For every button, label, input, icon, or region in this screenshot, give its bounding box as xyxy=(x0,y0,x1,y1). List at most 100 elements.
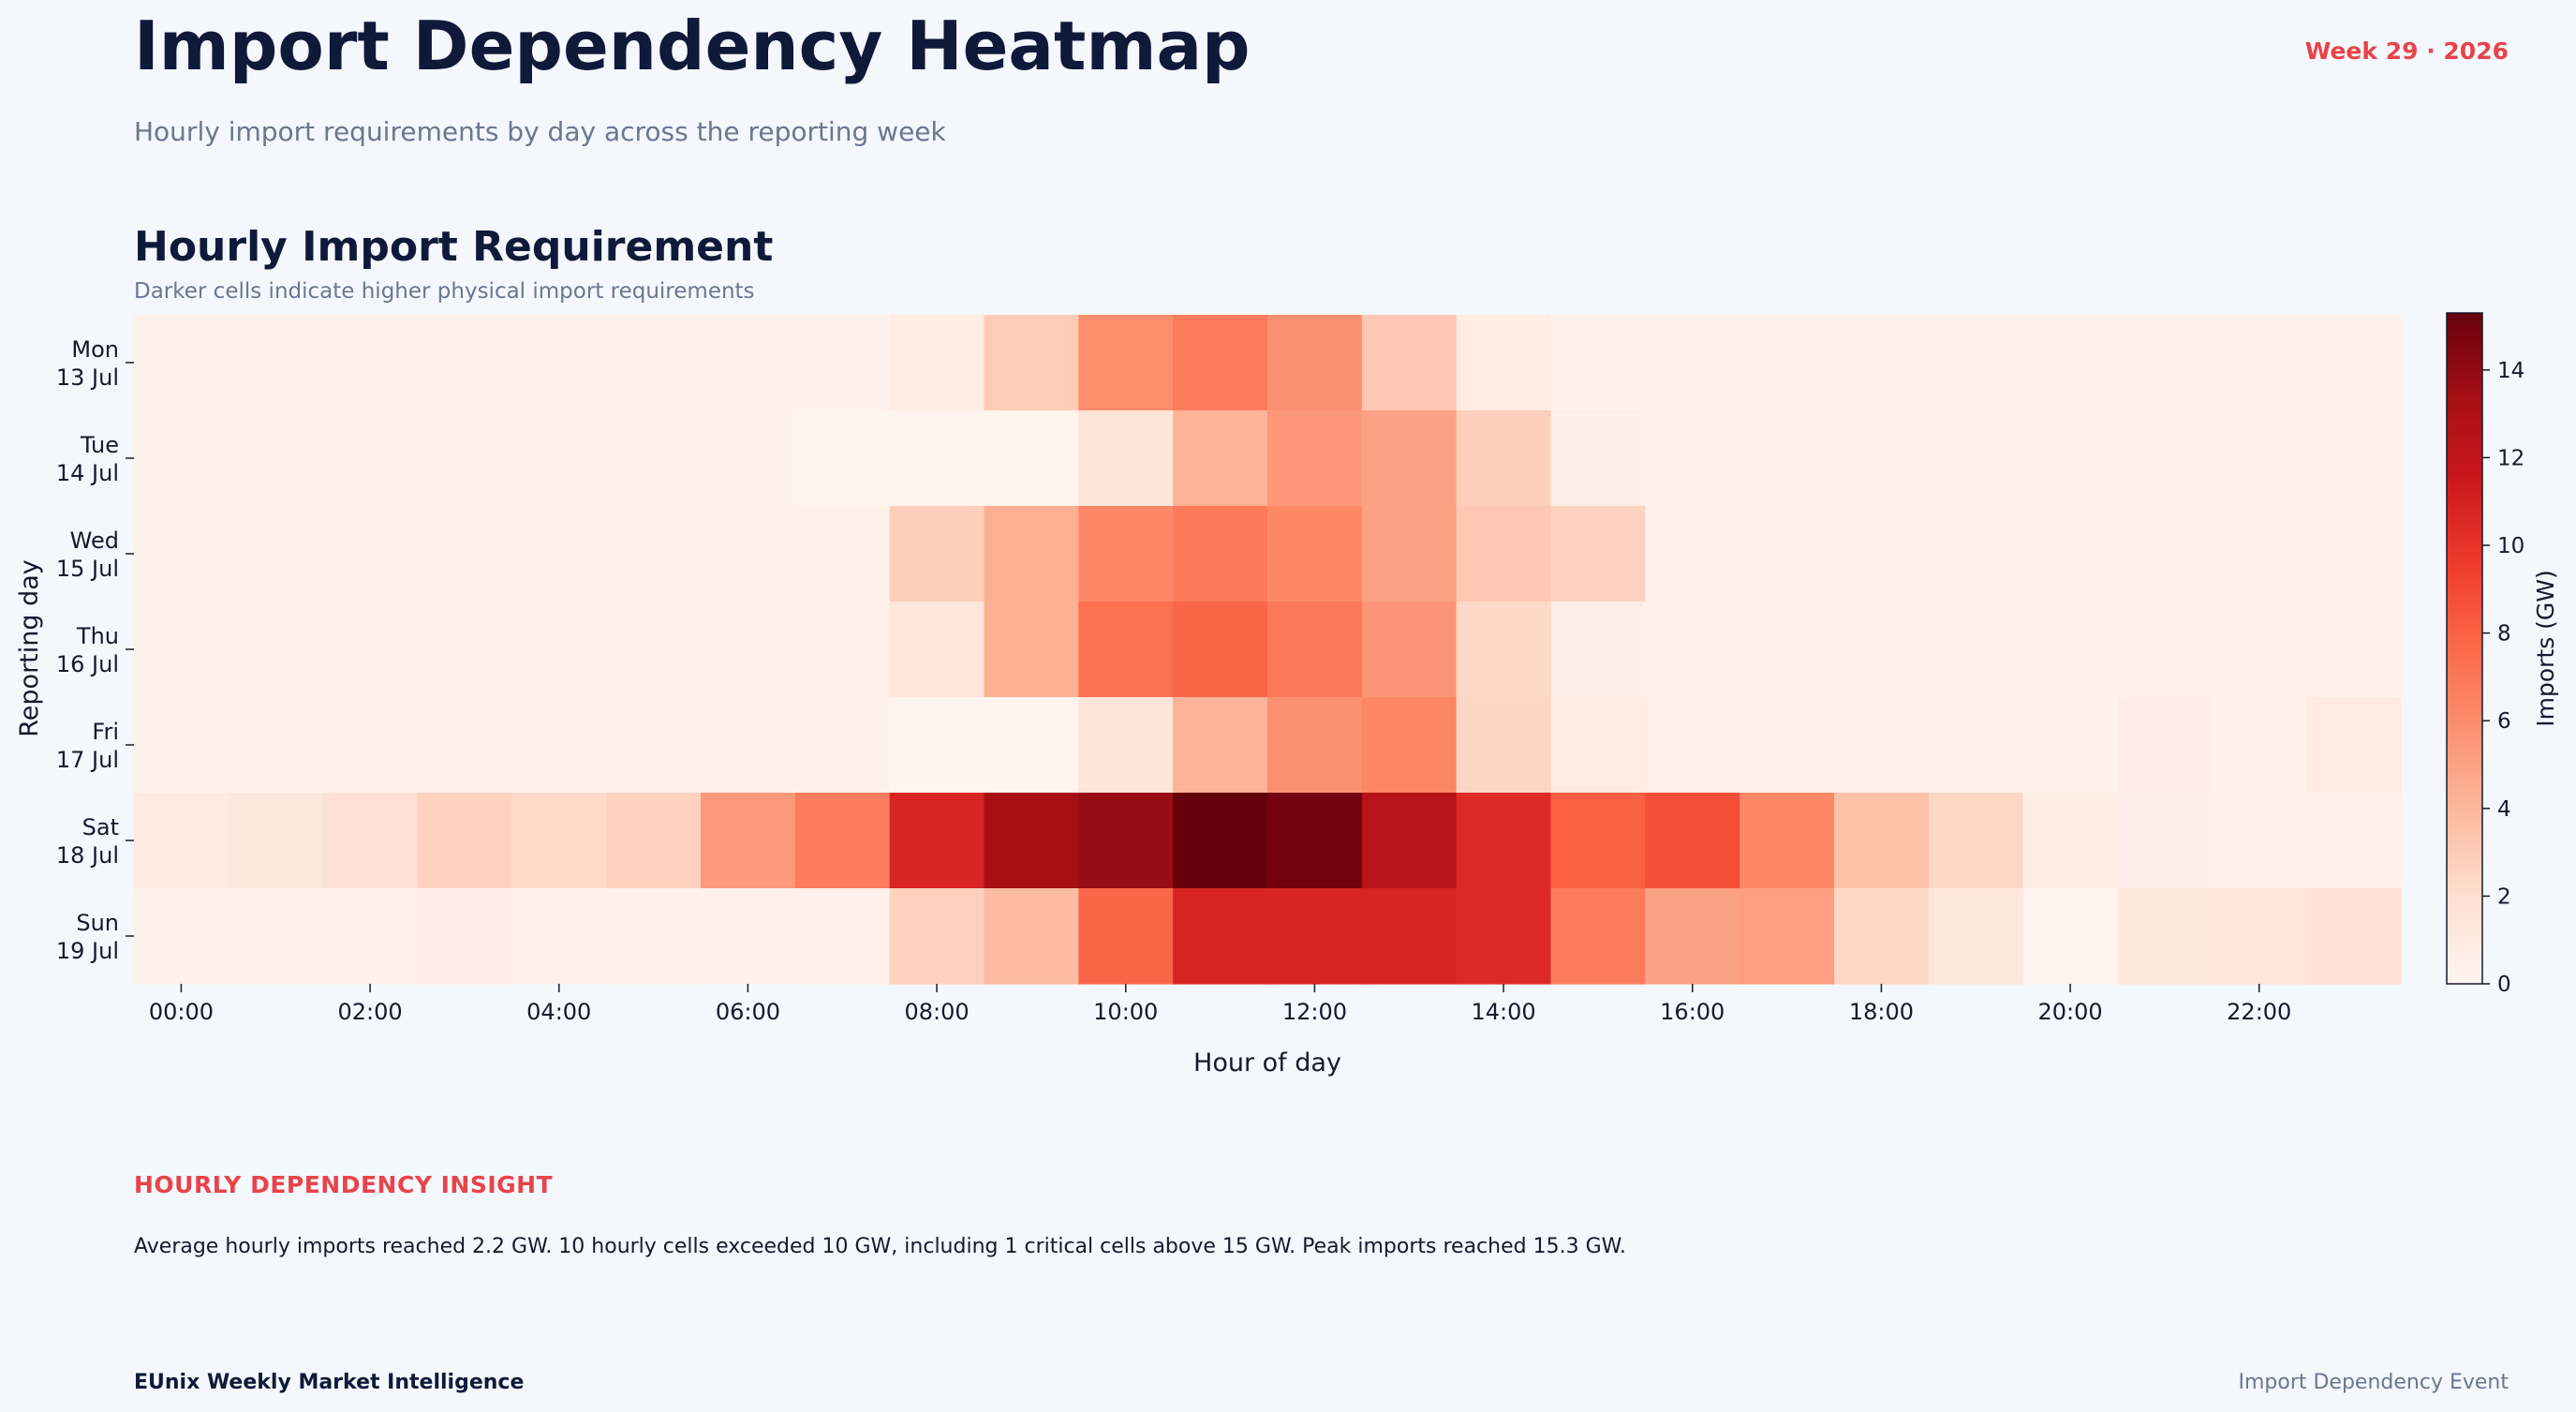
heatmap-cell xyxy=(2212,888,2307,985)
x-tick-label: 20:00 xyxy=(2037,999,2102,1025)
heatmap-cell xyxy=(1740,793,1835,889)
y-tick-label-date: 16 Jul xyxy=(56,651,119,677)
heatmap-cell xyxy=(417,410,512,507)
heatmap-cell xyxy=(1550,888,1646,985)
heatmap-cell xyxy=(511,602,607,698)
x-tick-label: 16:00 xyxy=(1660,999,1725,1025)
heatmap-cell xyxy=(2117,602,2213,698)
heatmap-cell xyxy=(1740,506,1835,602)
heatmap-cell xyxy=(2212,697,2307,794)
heatmap-cell xyxy=(1173,602,1268,698)
heatmap-cell xyxy=(1645,410,1740,507)
y-tick-label-day: Tue xyxy=(80,432,119,458)
heatmap-cell xyxy=(701,315,796,411)
heatmap-cell xyxy=(1456,506,1552,602)
heatmap-cell xyxy=(1078,410,1174,507)
colorbar-label: Imports (GW) xyxy=(2532,570,2559,727)
heatmap-cell xyxy=(1361,315,1458,411)
y-tick-label-date: 13 Jul xyxy=(56,364,119,391)
heatmap-cell xyxy=(417,602,512,698)
x-tick-label: 08:00 xyxy=(904,999,969,1025)
heatmap-cell xyxy=(1834,697,1930,794)
heatmap-cell xyxy=(606,793,702,889)
heatmap-cell xyxy=(1078,602,1174,698)
heatmap-cell xyxy=(1834,315,1930,411)
heatmap-cell xyxy=(322,315,419,411)
heatmap-cell xyxy=(984,697,1079,794)
heatmap-cell xyxy=(701,793,796,889)
heatmap-cell xyxy=(1550,506,1646,602)
heatmap-cell xyxy=(1740,410,1835,507)
heatmap-cell xyxy=(2117,888,2213,985)
y-tick-label-day: Mon xyxy=(71,336,119,363)
chart-subtitle: Darker cells indicate higher physical im… xyxy=(134,279,755,304)
heatmap-cell xyxy=(889,315,985,411)
heatmap-cell xyxy=(2212,506,2307,602)
heatmap-cell xyxy=(1173,410,1268,507)
y-tick-label-date: 17 Jul xyxy=(56,747,119,773)
heatmap-cell xyxy=(1645,793,1740,889)
heatmap-cell xyxy=(701,506,796,602)
heatmap-cell xyxy=(1078,793,1174,889)
colorbar: 0 2 4 6 8 10 12 14 xyxy=(2446,312,2524,997)
heatmap-cells xyxy=(134,315,2402,985)
heatmap-cell xyxy=(511,410,607,507)
footer-brand: EUnix Weekly Market Intelligence xyxy=(134,1371,525,1394)
heatmap-cell xyxy=(417,506,512,602)
heatmap-cell xyxy=(2022,602,2119,698)
heatmap-cell xyxy=(1928,315,2024,411)
heatmap-cell xyxy=(2022,697,2119,794)
chart-title: Hourly Import Requirement xyxy=(134,223,774,271)
heatmap-cell xyxy=(701,602,796,698)
heatmap-cell xyxy=(2212,602,2307,698)
heatmap-cell xyxy=(984,506,1079,602)
heatmap-cell xyxy=(2022,793,2119,889)
heatmap-cell xyxy=(417,697,512,794)
heatmap-cell xyxy=(228,410,324,507)
y-tick-label-date: 15 Jul xyxy=(56,556,119,582)
insight-title: HOURLY DEPENDENCY INSIGHT xyxy=(134,1171,554,1198)
heatmap-cell xyxy=(2212,315,2307,411)
page-subtitle: Hourly import requirements by day across… xyxy=(134,116,946,147)
heatmap-cell xyxy=(1740,697,1835,794)
heatmap-cell xyxy=(606,888,702,985)
heatmap-cell xyxy=(1267,410,1363,507)
heatmap-cell xyxy=(1928,506,2024,602)
heatmap-cell xyxy=(889,697,985,794)
heatmap-cell xyxy=(134,888,229,985)
heatmap-cell xyxy=(1267,697,1363,794)
heatmap-cell xyxy=(1645,315,1740,411)
heatmap-cell xyxy=(1267,793,1363,889)
heatmap-cell xyxy=(1928,888,2024,985)
heatmap-cell xyxy=(1361,888,1458,985)
heatmap-cell xyxy=(2306,506,2402,602)
x-tick-label: 22:00 xyxy=(2227,999,2291,1025)
heatmap-cell xyxy=(1456,410,1552,507)
heatmap-cell xyxy=(1173,315,1268,411)
heatmap-cell xyxy=(2306,410,2402,507)
x-tick-label: 02:00 xyxy=(337,999,402,1025)
heatmap-cell xyxy=(1456,315,1552,411)
heatmap-cell xyxy=(984,888,1079,985)
page-title: Import Dependency Heatmap xyxy=(134,7,1251,85)
heatmap-cell xyxy=(228,888,324,985)
heatmap-cell xyxy=(417,315,512,411)
heatmap-cell xyxy=(606,697,702,794)
heatmap-cell xyxy=(2306,888,2402,985)
heatmap-cell xyxy=(2117,697,2213,794)
heatmap-cell xyxy=(2212,793,2307,889)
heatmap-cell xyxy=(984,410,1079,507)
heatmap-cell xyxy=(511,793,607,889)
x-axis: 00:00 02:00 04:00 06:00 08:00 10:00 12:00 14:00… xyxy=(149,984,2291,1025)
heatmap-cell xyxy=(1361,506,1458,602)
heatmap-cell xyxy=(1834,793,1930,889)
heatmap-cell xyxy=(701,697,796,794)
heatmap-cell xyxy=(794,506,891,602)
heatmap-cell xyxy=(606,506,702,602)
heatmap-cell xyxy=(1928,697,2024,794)
heatmap-cell xyxy=(1267,506,1363,602)
x-tick-label: 06:00 xyxy=(716,999,780,1025)
heatmap-cell xyxy=(228,793,324,889)
y-tick-label-day: Sat xyxy=(82,814,119,840)
heatmap-cell xyxy=(1645,506,1740,602)
